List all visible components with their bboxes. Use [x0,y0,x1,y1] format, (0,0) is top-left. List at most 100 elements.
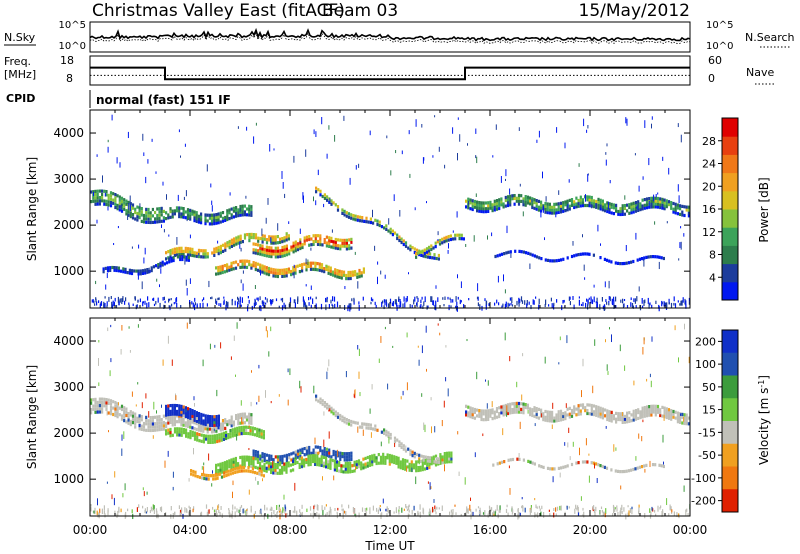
data-cell-1442 [527,459,530,463]
data-cell-518 [281,454,284,459]
data-cell-847 [467,203,470,207]
data-cell-896 [495,199,499,203]
scatter-point-218 [406,382,408,391]
data-cell-66 [125,209,128,213]
data-cell-802 [433,253,436,257]
data-cell-939 [448,454,451,458]
data-cell-1226 [592,253,595,257]
data-cell-1146 [659,197,662,201]
ground-scatter-397 [300,513,302,516]
scatter-point-211 [624,195,626,200]
data-cell-593 [261,264,264,268]
ground-scatter-154 [174,511,176,515]
data-cell-1040 [361,425,364,429]
scatter-point-37 [654,221,656,225]
data-cell-638 [301,269,304,273]
y-tick-label-2000: 2000 [53,426,84,440]
scatter-point-201 [380,441,382,447]
data-cell-502 [325,244,328,248]
scatter-point-229 [531,199,533,203]
data-cell-408 [259,249,262,253]
data-cell-1314 [612,414,615,418]
data-cell-1385 [659,411,662,415]
data-cell-345 [237,241,240,245]
ground-scatter-348 [682,297,684,303]
data-cell-904 [426,463,429,467]
data-cell-249 [239,415,242,419]
data-cell-1098 [632,210,635,214]
ground-scatter-301 [534,512,536,518]
ground-scatter-268 [436,506,438,510]
scatter-point-17 [262,478,263,482]
scatter-point-235 [303,195,304,203]
scatter-point-132 [326,153,328,159]
ground-scatter-401 [434,505,436,510]
ground-scatter-307 [499,509,501,513]
data-cell-42 [112,192,115,196]
data-cell-1315 [615,420,618,424]
data-cell-708 [362,270,365,274]
data-cell-1192 [505,251,508,255]
data-cell-549 [312,451,315,455]
data-cell-890 [417,468,420,473]
ground-scatter-342 [175,298,177,304]
data-cell-81 [131,206,135,210]
scatter-point-19 [408,272,409,275]
scatter-point-145 [160,268,162,274]
data-cell-87 [136,416,139,420]
data-cell-1213 [557,258,560,262]
data-cell-232 [226,423,229,427]
data-cell-884 [489,203,492,207]
data-cell-491 [314,234,317,238]
data-cell-923 [439,458,442,462]
scatter-point-68 [439,332,441,336]
data-cell-455 [240,425,243,430]
data-cell-112 [149,217,152,221]
data-cell-563 [232,261,235,265]
data-cell-822 [436,240,439,244]
data-cell-930 [443,457,446,461]
data-cell-942 [529,196,532,200]
data-cell-465 [249,429,252,433]
ground-scatter-328 [539,508,541,511]
data-cell-991 [559,204,563,208]
data-cell-190 [197,422,200,426]
data-cell-240 [237,211,240,215]
data-cell-1100 [632,204,635,208]
ground-scatter-207 [599,510,601,515]
data-cell-621 [283,268,286,272]
data-cell-53 [118,201,121,205]
ground-scatter-80 [377,509,379,514]
data-cell-780 [340,467,343,471]
data-cell-395 [193,434,197,438]
data-cell-451 [238,429,241,433]
data-cell-811 [362,463,365,467]
data-cell-656 [316,262,319,266]
ground-scatter-13 [257,297,259,302]
data-cell-510 [330,239,333,243]
data-cell-46 [114,196,117,200]
ground-scatter-198 [151,508,153,512]
data-cell-677 [334,268,337,272]
data-cell-1139 [493,413,496,417]
scatter-point-176 [544,356,546,364]
data-cell-1237 [559,418,563,422]
data-cell-261 [250,208,253,212]
data-cell-539 [350,240,353,244]
data-cell-1239 [559,412,563,416]
data-cell-661 [320,266,324,270]
data-cell-1310 [610,416,613,420]
ground-scatter-346 [332,305,334,309]
data-cell-1199 [533,409,536,413]
ground-scatter-82 [621,504,623,511]
data-cell-762 [385,227,388,231]
data-cell-148 [173,209,176,213]
scatter-point-83 [198,252,200,256]
data-cell-419 [213,437,217,441]
data-cell-1424 [683,413,686,417]
scatter-point-120 [607,371,609,375]
ground-scatter-399 [560,505,562,511]
data-cell-415 [211,440,214,444]
